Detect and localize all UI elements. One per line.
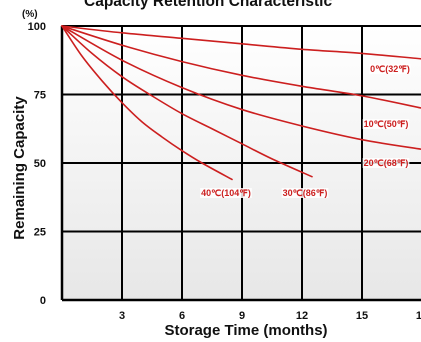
grid (62, 25, 421, 300)
series-label-3: 20℃(68℉) (364, 158, 409, 168)
x-tick-label-12: 12 (296, 310, 308, 322)
y-tick-label-50: 50 (34, 158, 46, 170)
y-unit-label: (%) (22, 9, 38, 20)
y-tick-label-25: 25 (34, 227, 46, 239)
x-axis-label: Storage Time (months) (164, 322, 327, 339)
tick-labels: 0 25 50 75 100 3 6 9 12 15 18 (28, 21, 421, 322)
series-label-bg-3 (362, 158, 410, 168)
x-tick-label-9: 9 (239, 310, 245, 322)
x-tick-label-15: 15 (356, 310, 368, 322)
x-tick-label-3: 3 (119, 310, 125, 322)
x-tick-label-6: 6 (179, 310, 185, 322)
series-label-bg-5 (200, 188, 252, 198)
series-line-1 (61, 25, 421, 60)
series-label-bg-4 (281, 188, 329, 198)
y-tick-label-75: 75 (34, 90, 46, 102)
series-label-bg-1 (369, 64, 411, 74)
series-label-1: 0℃(32℉) (370, 64, 410, 74)
series-labels: 0℃(32℉) 10℃(50℉) 20℃(68℉) 30℃(86℉) 40℃(104℉) (200, 64, 411, 198)
series-line-2 (61, 25, 421, 109)
series (61, 25, 421, 181)
series-label-4: 30℃(86℉) (283, 188, 328, 198)
series-label-2: 10℃(50℉) (364, 119, 409, 129)
y-tick-label-100: 100 (28, 21, 46, 33)
series-line-4 (61, 25, 313, 178)
series-line-3 (61, 25, 421, 150)
axes (60, 26, 421, 302)
y-tick-label-0: 0 (40, 295, 46, 307)
series-line-5 (61, 25, 233, 181)
series-label-bg-2 (362, 119, 410, 129)
series-label-5: 40℃(104℉) (201, 188, 251, 198)
x-tick-label-18: 18 (416, 310, 421, 322)
y-axis-label: Remaining Capacity (11, 96, 28, 240)
chart-title: Capacity Retention Characteristic (84, 0, 332, 10)
